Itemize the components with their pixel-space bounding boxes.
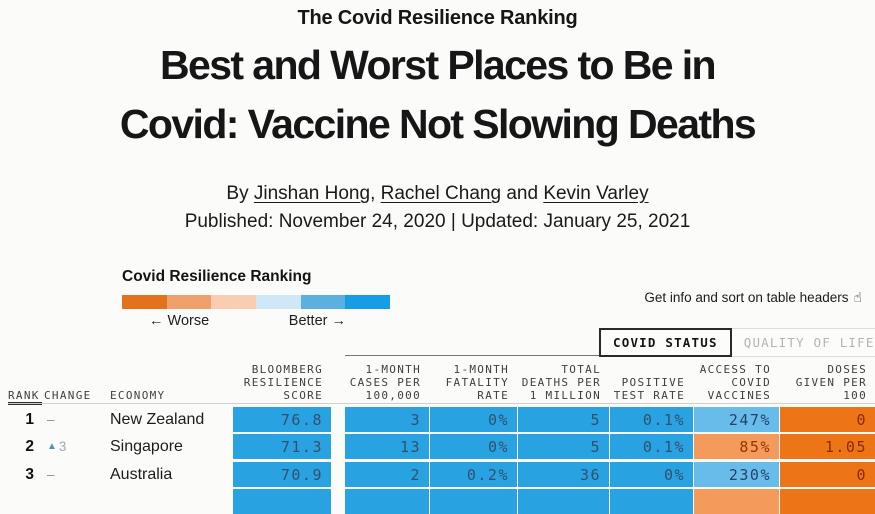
byline-separator: and: [501, 183, 544, 204]
cell-score: 70.9: [233, 462, 331, 487]
published-line: Published: November 24, 2020 | Updated: …: [184, 211, 691, 232]
table-help-note: Get info and sort on table headers ☝: [644, 289, 862, 306]
legend-gradient-segment: [166, 295, 212, 309]
author-link-jinshan-hong[interactable]: Jinshan Hong: [253, 183, 371, 204]
column-header-cases[interactable]: 1-MONTH CASES PER 100,000: [349, 363, 421, 402]
cell-cases: [345, 489, 429, 514]
column-header-rank[interactable]: RANK: [8, 389, 42, 402]
column-header-doses[interactable]: DOSES GIVEN PER 100: [795, 363, 867, 402]
cell-rank: 3: [25, 465, 34, 483]
article-headline: Best and Worst Places to Be in Covid: Va…: [0, 36, 875, 154]
table-tabs: COVID STATUS QUALITY OF LIFE ▼: [599, 328, 875, 357]
cell-economy: Australia: [110, 465, 173, 483]
byline-prefix: By: [226, 183, 254, 204]
cell-score: 76.8: [233, 407, 331, 432]
legend-gradient-segment: [211, 295, 257, 309]
headline-line-2: Covid: Vaccine Not Slowing Deaths: [119, 101, 757, 147]
legend-gradient-segment: [122, 295, 167, 309]
cell-positive: 0%: [610, 462, 693, 487]
cell-doses: 0: [780, 407, 875, 432]
column-header-change[interactable]: CHANGE: [44, 389, 92, 402]
cell-change: –: [47, 467, 55, 482]
cell-economy: Singapore: [110, 437, 183, 455]
cell-deaths: 5: [518, 407, 609, 432]
author-link-kevin-varley[interactable]: Kevin Varley: [543, 183, 649, 204]
cell-change: –: [47, 412, 55, 427]
cell-deaths: [518, 489, 609, 514]
table-header-rule: [8, 403, 875, 404]
legend-title: Covid Resilience Ranking: [122, 268, 312, 285]
cell-deaths: 36: [518, 462, 609, 487]
cell-access: 247%: [694, 407, 779, 432]
table-row: 1– New Zealand 76.8 3 0% 5 0.1% 247% 0: [0, 407, 875, 432]
tab-quality-of-life[interactable]: QUALITY OF LIFE ▼: [731, 328, 875, 357]
table-header-row: RANK CHANGE ECONOMY BLOOMBERG RESILIENCE SCOR…: [0, 359, 875, 402]
cell-fatality: [430, 489, 517, 514]
byline: By Jinshan Hong, Rachel Chang and Kevin …: [0, 183, 875, 205]
legend-worse-label: ← Worse: [149, 313, 210, 329]
legend-labels: ← Worse Better →: [122, 313, 390, 331]
cell-deaths: 5: [518, 434, 609, 459]
column-header-economy[interactable]: ECONOMY: [110, 389, 166, 402]
table-row: 3– Australia 70.9 2 0.2% 36 0% 230% 0: [0, 462, 875, 487]
cell-doses: 1.05: [780, 434, 875, 459]
cell-fatality: 0.2%: [430, 462, 517, 487]
author-link-rachel-chang[interactable]: Rachel Chang: [380, 183, 502, 204]
cell-cases: 3: [345, 407, 429, 432]
cell-access: [694, 489, 779, 514]
cell-positive: [610, 489, 693, 514]
column-header-score[interactable]: BLOOMBERG RESILIENCE SCORE: [243, 363, 323, 402]
column-header-positive[interactable]: POSITIVE TEST RATE: [613, 376, 685, 402]
cell-rank: 1: [25, 410, 34, 428]
tab-label: COVID STATUS: [613, 335, 718, 350]
cell-fatality: 0%: [430, 434, 517, 459]
cell-economy: New Zealand: [110, 410, 205, 428]
legend-gradient-segment: [300, 295, 346, 309]
table-row-partial: [0, 489, 875, 514]
cell-access: 85%: [694, 434, 779, 459]
article-kicker: The Covid Resilience Ranking: [297, 7, 578, 29]
legend-better-label: Better →: [288, 313, 346, 329]
headline-line-1: Best and Worst Places to Be in: [159, 42, 717, 88]
column-header-access[interactable]: ACCESS TO COVID VACCINES: [699, 363, 771, 402]
cell-doses: [780, 489, 875, 514]
cell-access: 230%: [694, 462, 779, 487]
cell-cases: 13: [345, 434, 429, 459]
cell-score: [233, 489, 331, 514]
tab-label: QUALITY OF LIFE: [743, 335, 875, 350]
rank-up-icon: ▲: [47, 441, 57, 452]
pointer-hand-icon: ☝: [853, 289, 862, 305]
rank-change-value: 3: [58, 439, 67, 454]
byline-separator: ,: [370, 183, 381, 204]
legend-gradient-segment: [345, 295, 391, 309]
legend-gradient-bar: [122, 295, 391, 309]
cell-rank: 2: [25, 437, 34, 455]
cell-doses: 0: [780, 462, 875, 487]
legend: Covid Resilience Ranking ← Worse Better …: [122, 268, 391, 331]
column-header-deaths[interactable]: TOTAL DEATHS PER 1 MILLION: [521, 363, 601, 402]
table-row: 2 ▲ 3 Singapore 71.3 13 0% 5 0.1% 85% 1.05: [0, 434, 875, 459]
legend-gradient-segment: [256, 295, 301, 309]
cell-change: ▲ 3: [44, 434, 96, 459]
tab-covid-status[interactable]: COVID STATUS: [599, 328, 732, 357]
cell-positive: 0.1%: [610, 407, 693, 432]
cell-positive: 0.1%: [610, 434, 693, 459]
cell-fatality: 0%: [430, 407, 517, 432]
cell-cases: 2: [345, 462, 429, 487]
column-header-fatality[interactable]: 1-MONTH FATALITY RATE: [445, 363, 509, 402]
cell-score: 71.3: [233, 434, 331, 459]
help-note-text: Get info and sort on table headers: [644, 290, 849, 305]
